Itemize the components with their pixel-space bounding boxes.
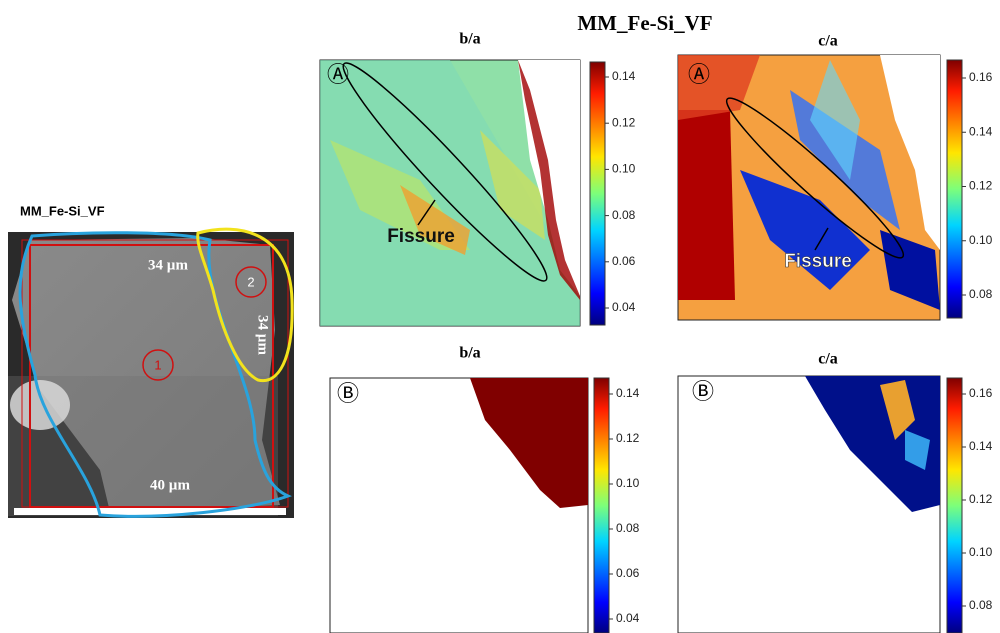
- scale-label: 40 µm: [150, 477, 190, 493]
- colorbar-tick-label: 0.04: [612, 300, 636, 314]
- colorbar-tick-label: 0.12: [612, 115, 636, 129]
- scale-label: 34 µm: [255, 315, 271, 355]
- panel-title: b/a: [459, 31, 480, 48]
- heatmap: [677, 54, 941, 321]
- marker-label: 1: [154, 357, 161, 372]
- colorbar-tick-label: 0.08: [969, 287, 993, 301]
- colorbar-tick-label: 0.10: [612, 162, 636, 176]
- figure-title: MM_Fe-Si_VF: [577, 11, 712, 35]
- colorbar-tick-label: 0.14: [969, 439, 993, 453]
- colorbar-tick-label: 0.16: [969, 70, 993, 84]
- annotation: Fissure: [784, 251, 852, 272]
- colorbar-tick-label: 0.12: [969, 179, 993, 193]
- annotation: Fissure: [387, 226, 455, 247]
- sem-image: [8, 227, 294, 518]
- colorbar-tick-label: 0.06: [616, 566, 640, 580]
- heatmap: [677, 375, 941, 633]
- panel-title: c/a: [818, 33, 838, 50]
- colorbar-tick-label: 0.10: [616, 476, 640, 490]
- colorbar-tick-label: 0.08: [616, 521, 640, 535]
- panel-title: c/a: [818, 351, 838, 368]
- colorbar-tick-label: 0.06: [612, 254, 636, 268]
- colorbar: [589, 61, 606, 326]
- sem-label: MM_Fe-Si_VF: [20, 203, 105, 218]
- colorbar: [593, 377, 610, 633]
- colorbar-tick-label: 0.14: [612, 69, 636, 83]
- heatmap: [319, 59, 581, 327]
- colorbar: [946, 377, 963, 633]
- heatmap: [329, 377, 589, 633]
- colorbar-tick-label: 0.08: [612, 208, 636, 222]
- colorbar: [946, 59, 963, 319]
- colorbar-tick-label: 0.14: [616, 386, 640, 400]
- panel-tag: Ⓐ: [688, 62, 710, 87]
- marker-label: 2: [247, 274, 254, 289]
- panel-tag: Ⓐ: [327, 62, 349, 87]
- colorbar-tick-label: 0.10: [969, 233, 993, 247]
- panels: b/a Ⓐ Fissure 0.14 0.12 0.10 0.08 0.06 0.04 c/a Ⓐ F…: [327, 31, 993, 633]
- colorbar-tick-label: 0.12: [969, 492, 993, 506]
- colorbar-tick-label: 0.10: [969, 545, 993, 559]
- scale-label: 34 µm: [148, 257, 188, 273]
- colorbar-tick-label: 0.12: [616, 431, 640, 445]
- colorbar-tick-label: 0.04: [616, 611, 640, 625]
- panel-tag: Ⓑ: [337, 381, 359, 406]
- panel-tag: Ⓑ: [692, 379, 714, 404]
- colorbar-tick-label: 0.16: [969, 386, 993, 400]
- colorbar-tick-label: 0.08: [969, 598, 993, 612]
- panel-title: b/a: [459, 345, 480, 362]
- colorbar-tick-label: 0.14: [969, 124, 993, 138]
